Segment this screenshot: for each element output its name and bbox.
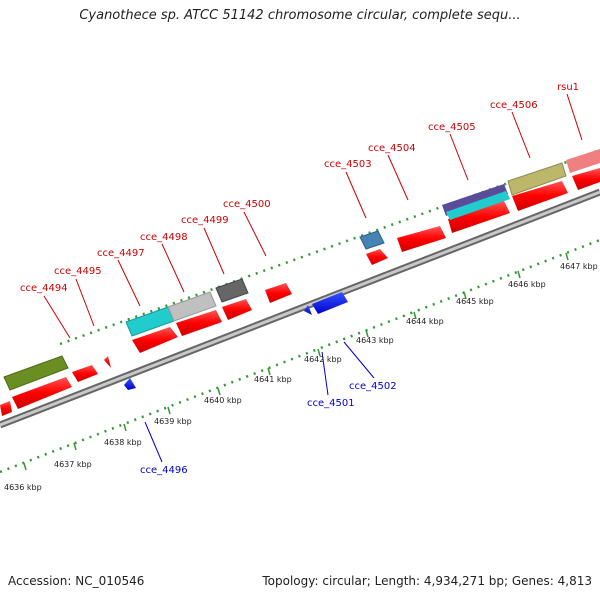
gene-arrow[interactable] <box>124 378 136 390</box>
forward-label-leaders <box>43 93 583 339</box>
gene-arrow[interactable] <box>366 249 388 265</box>
feature-box[interactable] <box>167 291 217 322</box>
scale-label: 4639 kbp <box>154 417 192 426</box>
accession-text: Accession: NC_010546 <box>8 574 145 588</box>
gene-arrow[interactable] <box>512 181 568 211</box>
scale-label: 4644 kbp <box>406 317 444 326</box>
gene-label[interactable]: cce_4497 <box>97 248 145 259</box>
gene-label[interactable]: cce_4500 <box>223 199 271 210</box>
forward-genes <box>0 168 600 416</box>
scale-label: 4640 kbp <box>204 396 242 405</box>
feature-box[interactable] <box>507 162 567 196</box>
gene-label[interactable]: cce_4505 <box>428 122 476 133</box>
gene-arrow[interactable] <box>265 283 292 303</box>
scale-ruler <box>0 238 600 474</box>
reverse-genes <box>124 292 348 390</box>
scale-label: 4646 kbp <box>508 280 546 289</box>
gene-label[interactable]: cce_4496 <box>140 465 188 476</box>
gene-arrow[interactable] <box>397 226 446 252</box>
gene-label[interactable]: cce_4506 <box>490 100 538 111</box>
scale-label: 4637 kbp <box>54 460 92 469</box>
scale-label: 4638 kbp <box>104 438 142 447</box>
reverse-label-leaders <box>144 341 375 463</box>
scale-ticks <box>23 252 569 471</box>
gene-label[interactable]: cce_4499 <box>181 215 229 226</box>
backbone <box>0 188 600 429</box>
feature-boxes <box>3 149 600 391</box>
gene-arrow[interactable] <box>104 356 111 368</box>
gene-arrow[interactable] <box>72 365 98 382</box>
gene-label[interactable]: cce_4503 <box>324 159 372 170</box>
feature-box[interactable] <box>566 149 600 173</box>
gene-arrow[interactable] <box>0 401 12 416</box>
gene-label[interactable]: cce_4494 <box>20 283 68 294</box>
gene-arrow[interactable] <box>222 299 252 320</box>
gene-arrow[interactable] <box>176 310 222 336</box>
gene-arrow[interactable] <box>304 305 312 315</box>
scale-label: 4636 kbp <box>4 483 42 492</box>
gene-arrow[interactable] <box>448 201 510 233</box>
scale-label: 4645 kbp <box>456 297 494 306</box>
gene-label[interactable]: rsu1 <box>557 82 579 93</box>
topology-summary: Topology: circular; Length: 4,934,271 bp… <box>262 574 592 588</box>
feature-box[interactable] <box>446 191 510 220</box>
gene-label[interactable]: cce_4501 <box>307 398 355 409</box>
scale-label: 4643 kbp <box>356 336 394 345</box>
gene-label[interactable]: cce_4498 <box>140 232 188 243</box>
feature-box[interactable] <box>359 230 385 250</box>
gene-arrow[interactable] <box>12 377 72 409</box>
feature-box[interactable] <box>215 278 249 303</box>
gene-arrow[interactable] <box>132 327 178 353</box>
forward-gene-labels: cce_4494 cce_4495 cce_4497 cce_4498 cce_… <box>20 82 579 294</box>
scale-labels: 4636 kbp 4637 kbp 4638 kbp 4639 kbp 4640… <box>4 262 598 492</box>
feature-box[interactable] <box>3 355 69 391</box>
gene-arrow[interactable] <box>572 168 600 190</box>
gene-label[interactable]: cce_4495 <box>54 266 102 277</box>
gene-label[interactable]: cce_4504 <box>368 143 416 154</box>
gene-arrow[interactable] <box>312 292 348 314</box>
scale-label: 4647 kbp <box>560 262 598 271</box>
gene-label[interactable]: cce_4502 <box>349 381 397 392</box>
map-title: Cyanothece sp. ATCC 51142 chromosome cir… <box>79 8 521 23</box>
scale-label: 4642 kbp <box>304 355 342 364</box>
reverse-gene-labels: cce_4496 cce_4501 cce_4502 <box>140 381 397 476</box>
scale-label: 4641 kbp <box>254 375 292 384</box>
